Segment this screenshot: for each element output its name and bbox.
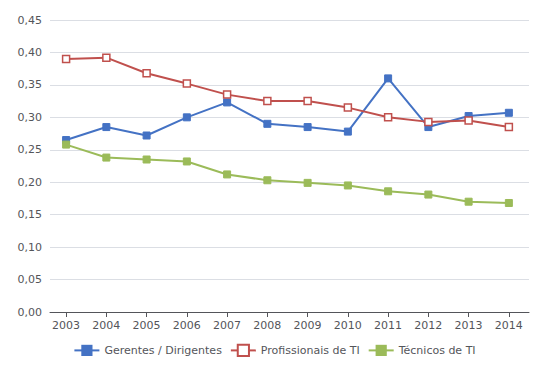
svg-text:0,05: 0,05 (18, 273, 43, 286)
svg-text:2010: 2010 (334, 319, 362, 332)
svg-text:0,30: 0,30 (18, 111, 43, 124)
svg-text:Profissionais de TI: Profissionais de TI (261, 344, 360, 357)
svg-text:Técnicos de TI: Técnicos de TI (398, 344, 476, 357)
svg-text:0,15: 0,15 (18, 208, 43, 221)
svg-text:Gerentes / Dirigentes: Gerentes / Dirigentes (104, 344, 222, 357)
svg-text:2004: 2004 (92, 319, 120, 332)
svg-text:0,45: 0,45 (18, 14, 43, 27)
svg-text:2009: 2009 (294, 319, 322, 332)
svg-text:2013: 2013 (455, 319, 483, 332)
svg-text:2007: 2007 (213, 319, 241, 332)
svg-text:2008: 2008 (253, 319, 281, 332)
svg-text:0,10: 0,10 (18, 241, 43, 254)
svg-text:0,20: 0,20 (18, 176, 43, 189)
svg-text:2006: 2006 (173, 319, 201, 332)
svg-text:0,00: 0,00 (18, 306, 43, 319)
svg-text:2003: 2003 (52, 319, 80, 332)
svg-text:0,35: 0,35 (18, 78, 43, 91)
svg-text:0,25: 0,25 (18, 143, 43, 156)
svg-text:2005: 2005 (133, 319, 161, 332)
svg-text:2014: 2014 (495, 319, 523, 332)
svg-text:2011: 2011 (374, 319, 402, 332)
svg-text:0,40: 0,40 (18, 46, 43, 59)
svg-text:2012: 2012 (414, 319, 442, 332)
